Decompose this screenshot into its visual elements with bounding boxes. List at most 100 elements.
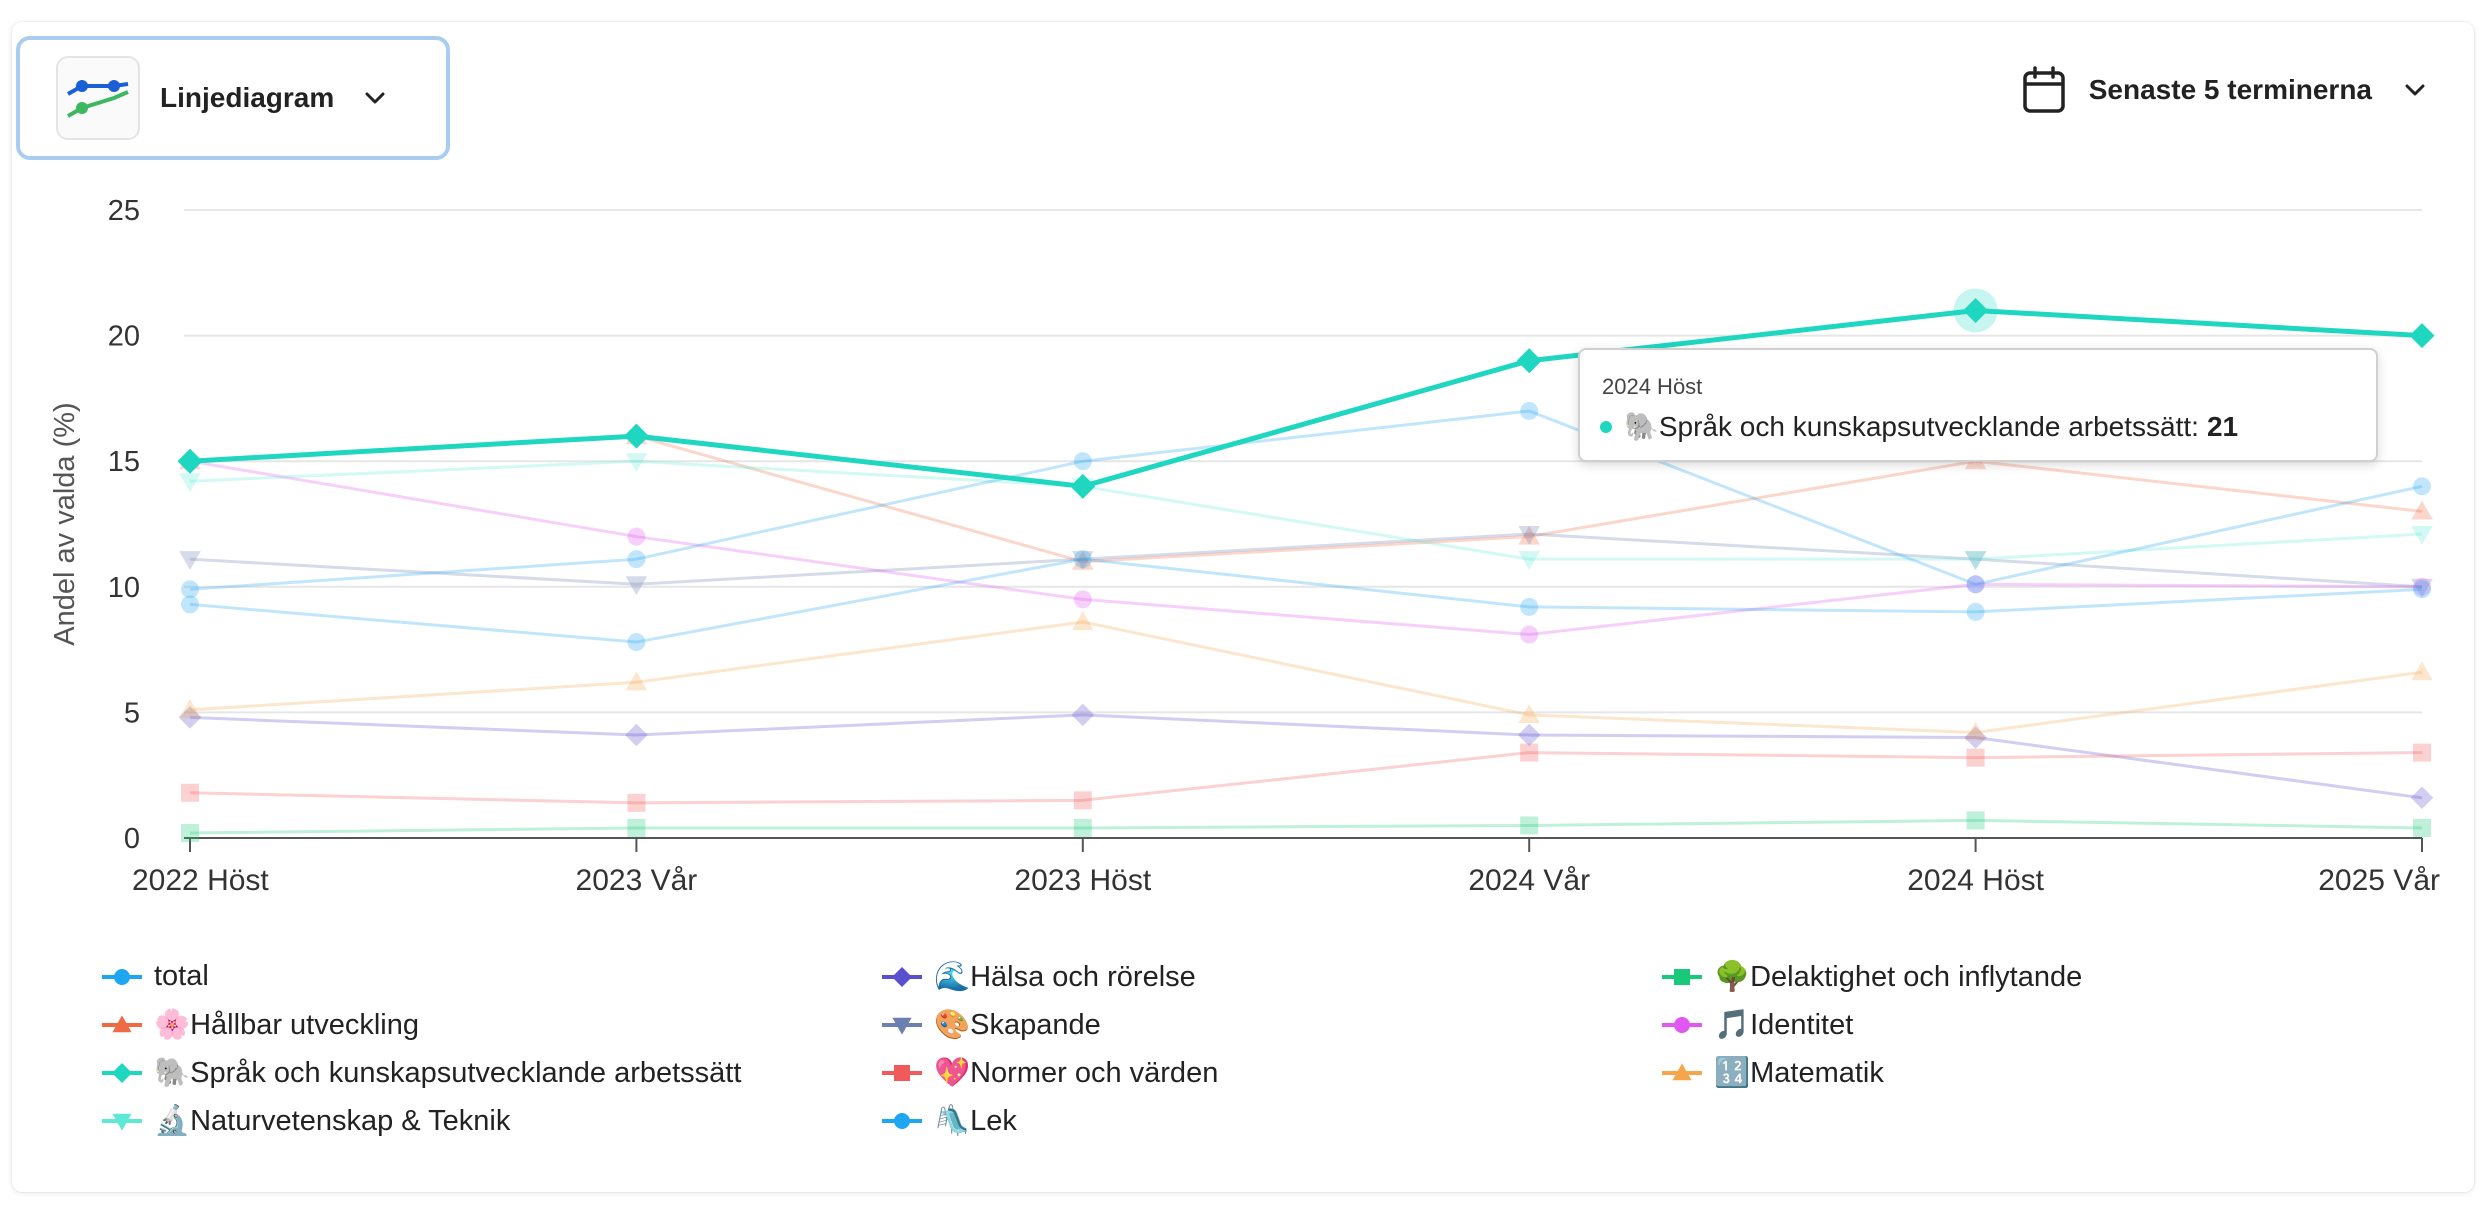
calendar-icon	[2023, 66, 2065, 113]
legend-marker	[1672, 1063, 1692, 1081]
legend-swatch	[882, 967, 922, 987]
data-point	[627, 527, 646, 546]
series-line	[189, 620, 2423, 734]
legend-marker	[1674, 1017, 1690, 1033]
data-point	[181, 580, 199, 599]
data-point	[1966, 748, 1985, 767]
data-point	[2411, 578, 2433, 598]
legend-item[interactable]: 🎨Skapande	[880, 1008, 1101, 1042]
legend-item[interactable]: 🌸Hållbar utveckling	[100, 1008, 419, 1042]
data-point	[2410, 786, 2434, 810]
data-point	[627, 818, 646, 837]
data-point	[627, 550, 646, 569]
legend-label: 🐘Språk och kunskapsutvecklande arbetssät…	[154, 1057, 742, 1089]
data-point	[1073, 791, 1092, 810]
line-chart: 0 5 10 15 20 25 2022 Höst 2023 Vår 2023 Höst 2024…	[49, 195, 2440, 897]
legend-item[interactable]: total	[100, 960, 209, 993]
legend-marker	[894, 1065, 910, 1081]
data-point	[1966, 575, 1985, 594]
data-point	[1520, 743, 1539, 762]
legend-item[interactable]: 💖Normer och värden	[880, 1056, 1218, 1090]
series-line	[189, 818, 2423, 835]
data-point	[2413, 818, 2431, 837]
data-point	[625, 576, 648, 596]
data-point	[1966, 575, 1985, 594]
y-tick-label: 10	[108, 572, 140, 604]
y-tick-label: 15	[108, 446, 140, 478]
data-point	[625, 453, 648, 472]
chart-type-dropdown[interactable]: Linjediagram	[16, 36, 450, 160]
data-point	[2413, 577, 2431, 596]
x-tick-label: 2025 Vår	[2318, 864, 2440, 897]
x-tick-label: 2023 Vår	[576, 864, 698, 897]
legend-swatch	[882, 1017, 922, 1035]
legend-label: 🔬Naturvetenskap & Teknik	[154, 1105, 511, 1137]
data-point	[1964, 726, 1987, 749]
data-point	[1520, 597, 1539, 616]
data-point	[1518, 525, 1540, 545]
legend-marker	[892, 967, 912, 987]
tooltip-series-dot	[1600, 420, 1612, 433]
data-point	[1966, 602, 1985, 621]
legend-swatch	[1662, 1063, 1702, 1081]
legend-swatch	[102, 1063, 142, 1083]
data-point	[181, 595, 199, 614]
y-tick-label: 20	[108, 321, 140, 353]
legend-label: 🌸Hållbar utveckling	[154, 1009, 419, 1041]
data-point	[2413, 477, 2431, 496]
legend-item[interactable]: 🔢Matematik	[1660, 1056, 1884, 1090]
legend-marker	[114, 968, 130, 985]
data-point	[1520, 816, 1539, 835]
data-point	[179, 551, 201, 570]
data-point	[623, 423, 649, 449]
legend-label: 🌊Hälsa och rörelse	[934, 961, 1196, 993]
period-dropdown[interactable]: Senaste 5 terminerna	[2021, 62, 2430, 118]
legend-item[interactable]: 🎵Identitet	[1660, 1008, 1853, 1042]
x-tick-label: 2024 Höst	[1907, 864, 2044, 897]
legend-swatch	[102, 1113, 142, 1131]
legend-item[interactable]: 🌳Delaktighet och inflytande	[1660, 960, 2082, 994]
data-point	[1964, 721, 1987, 741]
tooltip-title: 2024 Höst	[1602, 374, 1703, 399]
legend-swatch	[1662, 1017, 1702, 1033]
data-point	[1964, 551, 1987, 570]
data-point	[2411, 661, 2433, 681]
data-point	[2411, 500, 2433, 520]
legend-item[interactable]: 🐘Språk och kunskapsutvecklande arbetssät…	[100, 1056, 741, 1090]
legend-swatch	[882, 1065, 922, 1081]
data-point	[1518, 525, 1540, 545]
legend-swatch	[1662, 969, 1702, 985]
tooltip-value: 21	[2206, 410, 2239, 442]
data-point	[1520, 401, 1539, 420]
data-point	[1070, 473, 1096, 499]
x-tick-label: 2022 Höst	[132, 864, 269, 897]
line-chart-icon	[56, 56, 140, 140]
data-point	[1517, 723, 1541, 747]
series-line	[189, 459, 2423, 637]
period-label: Senaste 5 terminerna	[2088, 74, 2372, 105]
data-point	[1072, 611, 1094, 631]
legend-item[interactable]: 🛝Lek	[880, 1104, 1017, 1138]
y-axis-label: Andel av valda (%)	[49, 402, 81, 645]
data-point	[181, 783, 199, 802]
data-point	[1516, 348, 1542, 374]
chart-legend: total 🌊Hälsa och rörelse 🌳Delaktighet och …	[100, 960, 2400, 1160]
legend-item[interactable]: 🔬Naturvetenskap & Teknik	[100, 1104, 510, 1138]
chart-tooltip: 2024 Höst 🐘Språk och kunskapsutvecklande…	[1578, 348, 2378, 462]
data-point	[178, 706, 202, 729]
data-point	[177, 448, 203, 474]
data-point	[2409, 323, 2435, 349]
data-point	[1072, 551, 1094, 570]
chart-type-label: Linjediagram	[160, 82, 335, 113]
series-line	[189, 557, 2423, 644]
data-point	[1073, 818, 1092, 837]
legend-label: 🎨Skapande	[934, 1009, 1101, 1041]
data-point	[179, 699, 201, 718]
series-line	[189, 751, 2423, 805]
legend-marker	[892, 1017, 912, 1035]
data-point	[1073, 590, 1092, 609]
legend-item[interactable]: 🌊Hälsa och rörelse	[880, 960, 1196, 994]
data-point	[1073, 550, 1092, 569]
data-point	[181, 823, 199, 842]
data-point	[627, 793, 646, 812]
